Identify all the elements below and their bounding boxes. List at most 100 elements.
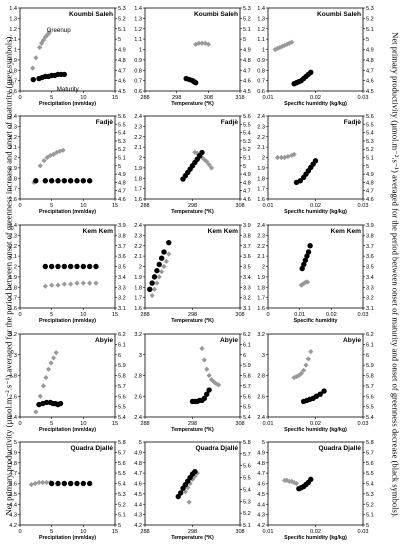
right-y-tick-label: 5.3	[366, 6, 374, 12]
left-y-tick-label: 4.6	[9, 482, 17, 488]
right-y-tick-label: 3.2	[118, 296, 126, 302]
left-y-tick-label: 4.8	[134, 461, 142, 467]
right-y-tick-label: 4.7	[366, 189, 374, 195]
grey-point	[298, 370, 304, 377]
black-point	[147, 286, 153, 293]
left-y-tick-label: 1.6	[9, 306, 17, 312]
x-tick-label: 0.02	[310, 421, 321, 427]
grey-point	[205, 41, 211, 47]
x-tick-label: 0.03	[358, 312, 369, 318]
x-axis-label: Temperature (ºK)	[171, 209, 214, 215]
right-y-tick-label: 5.6	[243, 114, 251, 120]
black-point	[86, 263, 93, 270]
right-y-tick-label: 4.6	[118, 79, 126, 85]
x-tick-label: 0.01	[294, 312, 305, 318]
left-y-tick-label: 5	[14, 440, 17, 446]
left-y-tick-label: 1.6	[257, 197, 265, 203]
grey-point	[163, 258, 169, 264]
plot-frame	[267, 333, 364, 418]
left-y-tick-label: 2.3	[134, 124, 142, 130]
left-y-tick-label: 2.2	[134, 135, 142, 141]
right-y-tick-label: 4.7	[118, 68, 126, 74]
right-y-tick-label: 5.8	[118, 374, 126, 380]
black-point	[74, 178, 80, 184]
black-point	[80, 263, 87, 270]
x-tick-label: 288	[140, 529, 149, 535]
left-y-tick-label: 2	[139, 265, 142, 271]
grey-point	[301, 280, 308, 286]
right-y-tick-label: 3.7	[366, 244, 374, 250]
right-y-tick-label: 6.2	[366, 332, 374, 338]
chart-panel: 1.6 1.7 1.8 1.9 2 2.1 2.2 2.3 2.4 4.6 4.7 4.8 4.9 5 5.…	[134, 114, 251, 215]
right-y-tick-label: 5.2	[243, 147, 251, 153]
x-axis-label: Precipitation (mm/day)	[39, 318, 96, 324]
black-point	[80, 178, 87, 184]
left-y-tick-label: 1.1	[257, 37, 265, 43]
black-point	[297, 178, 303, 184]
left-y-tick-label: 4.3	[9, 513, 17, 519]
left-y-tick-label: 0.6	[9, 89, 17, 95]
left-y-tick-label: 2.6	[9, 394, 17, 400]
right-y-tick-label: 3.5	[243, 265, 251, 271]
right-y-tick-label: 6.1	[366, 342, 374, 348]
left-y-tick-label: 1.8	[257, 176, 265, 182]
site-title: Fadjè	[221, 119, 239, 126]
x-tick-label: 298	[188, 421, 197, 427]
grey-point	[206, 372, 212, 379]
left-y-tick-label: 1.3	[9, 16, 17, 22]
black-point	[48, 480, 55, 487]
right-y-tick-label: 5.7	[118, 384, 126, 390]
right-y-tick-label: 4.9	[243, 172, 251, 178]
left-y-tick-label: 4.4	[9, 502, 17, 508]
x-tick-label: 10	[80, 529, 86, 535]
black-point	[192, 468, 198, 475]
right-y-tick-label: 4.7	[243, 189, 251, 195]
left-y-tick-label: 2	[14, 265, 17, 271]
right-y-tick-label: 5.6	[243, 464, 251, 470]
right-y-tick-label: 5	[243, 164, 246, 170]
black-point	[321, 388, 327, 394]
black-point	[304, 253, 310, 259]
left-y-tick-label: 0.6	[134, 89, 142, 95]
right-y-tick-label: 5.9	[118, 363, 126, 369]
right-y-tick-label: 5.1	[118, 156, 126, 162]
left-y-tick-label: 1.8	[134, 176, 142, 182]
left-y-tick-label: 2.1	[9, 145, 17, 151]
grey-point	[44, 154, 50, 161]
black-point	[48, 178, 55, 184]
plot-frame	[144, 115, 241, 200]
right-y-tick-label: 3.2	[366, 296, 374, 302]
left-y-tick-label: 0.7	[257, 79, 265, 85]
black-point	[74, 263, 80, 270]
black-point	[93, 263, 99, 270]
right-y-tick-label: 5.3	[118, 139, 126, 145]
x-tick-label: 298	[188, 203, 197, 209]
left-y-tick-label: 1.7	[9, 187, 17, 193]
grey-point	[206, 162, 212, 168]
right-y-tick-label: 5.9	[366, 363, 374, 369]
plot-frame	[19, 333, 116, 418]
left-y-tick-label: 4.3	[257, 513, 265, 519]
left-y-tick-label: 1.9	[257, 166, 265, 172]
black-point	[42, 178, 49, 184]
black-point	[312, 158, 319, 164]
grey-point	[303, 362, 309, 368]
grey-point	[93, 280, 99, 286]
right-y-tick-label: 5.5	[366, 122, 374, 128]
right-y-tick-label: 5.1	[243, 523, 251, 529]
grey-point	[28, 481, 34, 488]
annotation-label: Greenup	[47, 27, 72, 34]
grey-point	[30, 65, 36, 71]
chart-panel: 4.2 4.3 4.4 4.5 4.6 4.7 4.8 4.9 5 5.1 5.2 5.3 5.4 5.5…	[134, 440, 251, 541]
x-axis-label: Specific humidity (kg/kg)	[284, 101, 347, 107]
black-point	[86, 178, 93, 184]
left-y-tick-label: 4.7	[257, 471, 265, 477]
left-y-tick-label: 4.6	[257, 482, 265, 488]
left-y-tick-label: 4.3	[134, 513, 142, 519]
grey-point	[42, 34, 48, 40]
right-y-tick-label: 4.8	[243, 58, 251, 64]
chart-panel: 2.4 2.6 2.8 3 3.2 5.4 5.5 5.6 5.7 5.8 5.9 6 6.1 6.2 0.…	[257, 332, 374, 433]
grey-point	[74, 280, 80, 286]
left-y-tick-label: 4.5	[134, 492, 142, 498]
chart-panel: 0.6 0.7 0.8 0.9 1 1.1 1.2 1.3 1.4 4.5 4.6 4.7 4.8 4.9…	[134, 6, 251, 107]
